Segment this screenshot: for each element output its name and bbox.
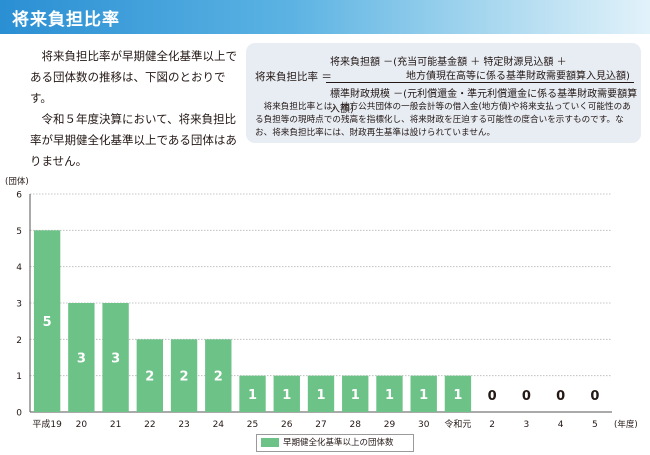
bar <box>307 375 335 412</box>
bar-value-label: 0 <box>556 389 565 404</box>
y-tick-label: 1 <box>16 372 22 382</box>
formula-note: 将来負担比率とは、地方公共団体の一般会計等の借入金(地方債)や将来支払っていく可… <box>255 102 631 138</box>
formula-numerator-line2: 地方債現在高等に係る基準財政需要額算入見込額) <box>406 71 630 82</box>
x-tick-label: 21 <box>110 420 121 430</box>
bar-value-label: 1 <box>282 388 291 403</box>
bar <box>136 339 164 412</box>
x-tick-label: 25 <box>247 420 258 430</box>
bar <box>33 230 61 412</box>
x-tick-label: 27 <box>315 420 326 430</box>
legend-swatch <box>261 438 279 447</box>
bar <box>205 339 232 412</box>
formula-box: 将来負担比率 ＝ 将来負担額 －(充当可能基金額 ＋ 特定財源見込額 ＋ 地方債… <box>246 43 641 143</box>
y-axis-unit: (団体) <box>5 177 29 187</box>
bar <box>376 375 403 412</box>
bar-value-label: 2 <box>145 370 154 385</box>
x-tick-label: 24 <box>213 420 225 430</box>
bar-value-label: 3 <box>77 352 86 367</box>
bar-value-label: 1 <box>453 388 462 403</box>
intro-text: 将来負担比率が早期健全化基準以上である団体数の推移は、下図のとおりです。 令和５… <box>30 46 238 172</box>
x-tick-label: 29 <box>384 420 396 430</box>
x-tick-label: 4 <box>558 420 564 430</box>
bar <box>102 303 129 412</box>
x-tick-label: 30 <box>418 420 430 430</box>
formula-numerator-line1: 将来負担額 －(充当可能基金額 ＋ 特定財源見込額 ＋ <box>330 57 567 68</box>
x-tick-label: 3 <box>524 420 530 430</box>
intro-paragraph-2: 令和５年度決算において、将来負担比率が早期健全化基準以上である団体はありません。 <box>30 112 237 168</box>
x-tick-label: 22 <box>144 420 155 430</box>
y-tick-label: 2 <box>16 336 22 346</box>
x-tick-label: 20 <box>76 420 88 430</box>
bar <box>68 303 95 412</box>
bar <box>410 375 437 412</box>
x-tick-label: 26 <box>281 420 293 430</box>
formula-denominator: 標準財政規模 －(元利償還金・準元利償還金に係る基準財政需要額算入額) <box>330 89 638 115</box>
page-title: 将来負担比率 <box>12 10 120 30</box>
x-tick-label: 平成19 <box>32 418 62 430</box>
legend: 早期健全化基準以上の団体数 <box>256 434 414 452</box>
bar-value-label: 1 <box>248 388 257 403</box>
bar-value-label: 5 <box>43 315 52 330</box>
x-tick-label: 23 <box>178 420 189 430</box>
y-tick-label: 3 <box>16 300 22 310</box>
bar-value-label: 1 <box>385 388 394 403</box>
bar-value-label: 0 <box>488 389 497 404</box>
bar <box>273 375 300 412</box>
x-tick-label: 28 <box>350 420 362 430</box>
title-banner: 将来負担比率 <box>0 0 650 34</box>
bar-value-label: 1 <box>419 388 428 403</box>
bar-value-label: 2 <box>180 370 189 385</box>
y-tick-label: 5 <box>16 227 22 237</box>
fraction-bar <box>326 82 634 83</box>
bar-value-label: 0 <box>522 389 531 404</box>
bar-value-label: 3 <box>111 352 120 367</box>
bar-chart: 01234565平成193203212222232241251261271281… <box>16 191 612 430</box>
x-tick-label: 5 <box>592 420 598 430</box>
legend-label: 早期健全化基準以上の団体数 <box>283 438 394 448</box>
bar <box>342 375 369 412</box>
intro-paragraph-1: 将来負担比率が早期健全化基準以上である団体数の推移は、下図のとおりです。 <box>30 49 237 105</box>
bar <box>239 375 266 412</box>
formula-lhs: 将来負担比率 ＝ <box>255 71 332 83</box>
y-tick-label: 6 <box>16 191 22 201</box>
bar-value-label: 2 <box>214 370 223 385</box>
bar-value-label: 0 <box>590 389 599 404</box>
x-tick-label: 2 <box>489 420 495 430</box>
x-axis-unit: (年度) <box>614 420 638 430</box>
bar <box>444 375 472 412</box>
bar-value-label: 1 <box>316 388 325 403</box>
y-tick-label: 0 <box>16 409 22 419</box>
x-tick-label: 令和元 <box>444 418 471 430</box>
bar <box>170 339 198 412</box>
y-tick-label: 4 <box>16 263 22 273</box>
bar-value-label: 1 <box>351 388 360 403</box>
